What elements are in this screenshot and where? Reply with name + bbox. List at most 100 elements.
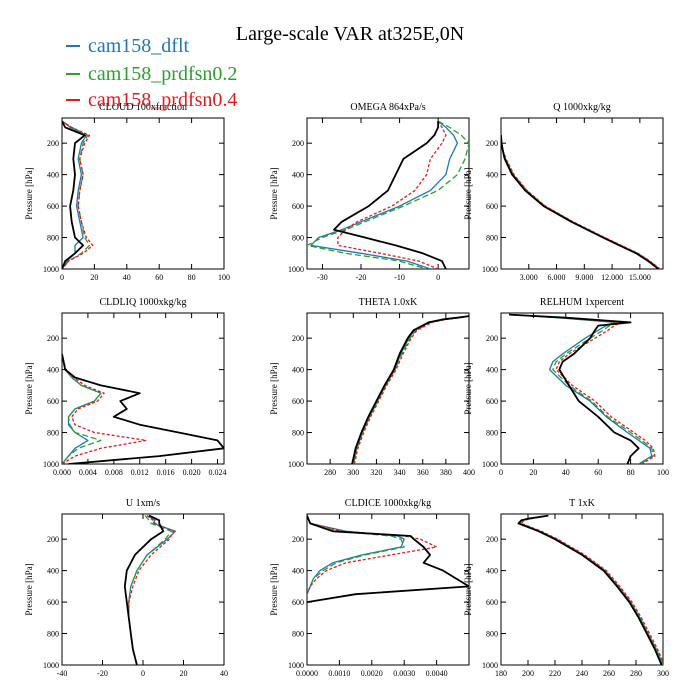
panel-title: CLDLIQ 1000xkg/kg — [100, 297, 187, 308]
plot-frame — [500, 117, 664, 270]
series-line-control — [501, 135, 659, 269]
x-tick-label: 15.000 — [629, 273, 651, 282]
series-line-cam158_prdfsn0.4 — [337, 120, 447, 269]
panel-title: THETA 1.0xK — [359, 297, 418, 308]
y-tick-label: 1000 — [482, 460, 498, 469]
y-axis-label: Pressure [hPa] — [463, 167, 473, 219]
series-line-cam158_dflt — [62, 120, 87, 269]
plot-frame — [61, 513, 225, 666]
x-tick-label: -40 — [57, 669, 68, 678]
x-tick-label: 9.000 — [575, 273, 593, 282]
x-tick-label: 260 — [603, 669, 615, 678]
x-tick-label: 0.0030 — [393, 669, 415, 678]
figure-title: Large-scale VAR at325E,0N — [236, 23, 464, 45]
y-tick-label: 800 — [47, 429, 59, 438]
legend: cam158_dflt cam158_prdfsn0.2 cam158_prdfsn… — [66, 35, 237, 111]
y-tick-label: 800 — [486, 429, 498, 438]
y-tick-label: 600 — [486, 202, 498, 211]
series-line-cam158_dflt — [509, 313, 653, 464]
y-tick-label: 400 — [486, 366, 498, 375]
y-tick-label: 600 — [47, 397, 59, 406]
y-tick-label: 400 — [292, 171, 304, 180]
y-tick-label: 200 — [292, 334, 304, 343]
x-tick-label: -30 — [317, 273, 328, 282]
x-tick-label: 0 — [60, 273, 64, 282]
panel-2: Q 1000xkg/kg Pressure [hPa] 200 400 600 800 10… — [463, 102, 664, 282]
y-tick-label: 1000 — [482, 265, 498, 274]
series-line-control — [307, 515, 469, 603]
y-tick-label: 200 — [47, 535, 59, 544]
panel-title: RELHUM 1xpercent — [540, 297, 624, 308]
x-tick-label: 400 — [463, 468, 475, 477]
x-tick-label: 6.000 — [548, 273, 566, 282]
panel-7: CLDICE 1000xkg/kg Pressure [hPa] 200 400 600… — [269, 498, 470, 678]
series-line-control — [123, 514, 165, 665]
y-axis-label: Pressure [hPa] — [24, 167, 34, 219]
y-tick-label: 1000 — [43, 460, 59, 469]
panel-title: CLOUD 100xfraction — [99, 102, 187, 113]
panel-3: CLDLIQ 1000xkg/kg Pressure [hPa] 200 400 600… — [24, 297, 227, 477]
series-line-cam158_dflt — [519, 514, 663, 665]
x-tick-label: 60 — [594, 468, 602, 477]
y-tick-label: 400 — [292, 567, 304, 576]
x-tick-label: 0 — [436, 273, 440, 282]
series-line-cam158_prdfsn0.2 — [519, 514, 663, 665]
y-tick-label: 200 — [486, 334, 498, 343]
panel-5: RELHUM 1xpercent Pressure [hPa] 200 400 600 8… — [463, 297, 669, 477]
y-tick-label: 400 — [47, 567, 59, 576]
y-tick-label: 600 — [47, 202, 59, 211]
series-line-cam158_dflt — [352, 315, 469, 464]
series-line-cam158_dflt — [501, 135, 660, 269]
series-line-cam158_dflt — [310, 120, 459, 269]
x-tick-label: 3.000 — [520, 273, 538, 282]
series-line-control — [333, 121, 447, 269]
x-tick-label: 0.0010 — [328, 669, 350, 678]
y-axis-label: Pressure [hPa] — [24, 362, 34, 414]
x-tick-label: 0.020 — [183, 468, 201, 477]
x-tick-label: 220 — [549, 669, 561, 678]
x-tick-label: 320 — [370, 468, 382, 477]
y-tick-label: 800 — [486, 630, 498, 639]
x-tick-label: 0.024 — [209, 468, 227, 477]
series-line-control — [351, 315, 469, 464]
plot-frame — [61, 117, 225, 270]
y-tick-label: 1000 — [288, 661, 304, 670]
series-line-cam158_prdfsn0.2 — [307, 120, 469, 269]
y-tick-label: 200 — [486, 535, 498, 544]
series-line-cam158_prdfsn0.4 — [520, 514, 663, 664]
series-line-cam158_prdfsn0.4 — [62, 120, 94, 269]
y-tick-label: 400 — [292, 366, 304, 375]
y-tick-label: 1000 — [288, 460, 304, 469]
y-axis-label: Pressure [hPa] — [463, 362, 473, 414]
panel-title: T 1xK — [569, 498, 595, 509]
x-tick-label: 100 — [657, 468, 669, 477]
plot-frame — [500, 513, 664, 666]
legend-label: cam158_dflt — [88, 35, 190, 57]
series-line-cam158_prdfsn0.2 — [501, 135, 661, 269]
x-tick-label: 0.0020 — [361, 669, 383, 678]
x-tick-label: 60 — [155, 273, 163, 282]
y-axis-label: Pressure [hPa] — [269, 167, 279, 219]
series-line-cam158_prdfsn0.4 — [353, 315, 469, 464]
x-tick-label: 40 — [220, 669, 228, 678]
x-tick-label: 40 — [123, 273, 131, 282]
y-tick-label: 400 — [486, 567, 498, 576]
x-tick-label: 200 — [522, 669, 534, 678]
x-tick-label: 0.004 — [79, 468, 97, 477]
x-tick-label: -10 — [394, 273, 405, 282]
y-tick-label: 400 — [47, 171, 59, 180]
x-tick-label: 0.016 — [157, 468, 175, 477]
panel-1: OMEGA 864xPa/s Pressure [hPa] 200 400 600 800… — [269, 102, 470, 282]
x-tick-label: 340 — [394, 468, 406, 477]
panel-title: Q 1000xkg/kg — [553, 102, 611, 113]
series-line-cam158_prdfsn0.2 — [509, 313, 654, 464]
x-tick-label: 12.000 — [601, 273, 623, 282]
y-tick-label: 600 — [486, 397, 498, 406]
y-tick-label: 1000 — [43, 265, 59, 274]
x-tick-label: 280 — [630, 669, 642, 678]
